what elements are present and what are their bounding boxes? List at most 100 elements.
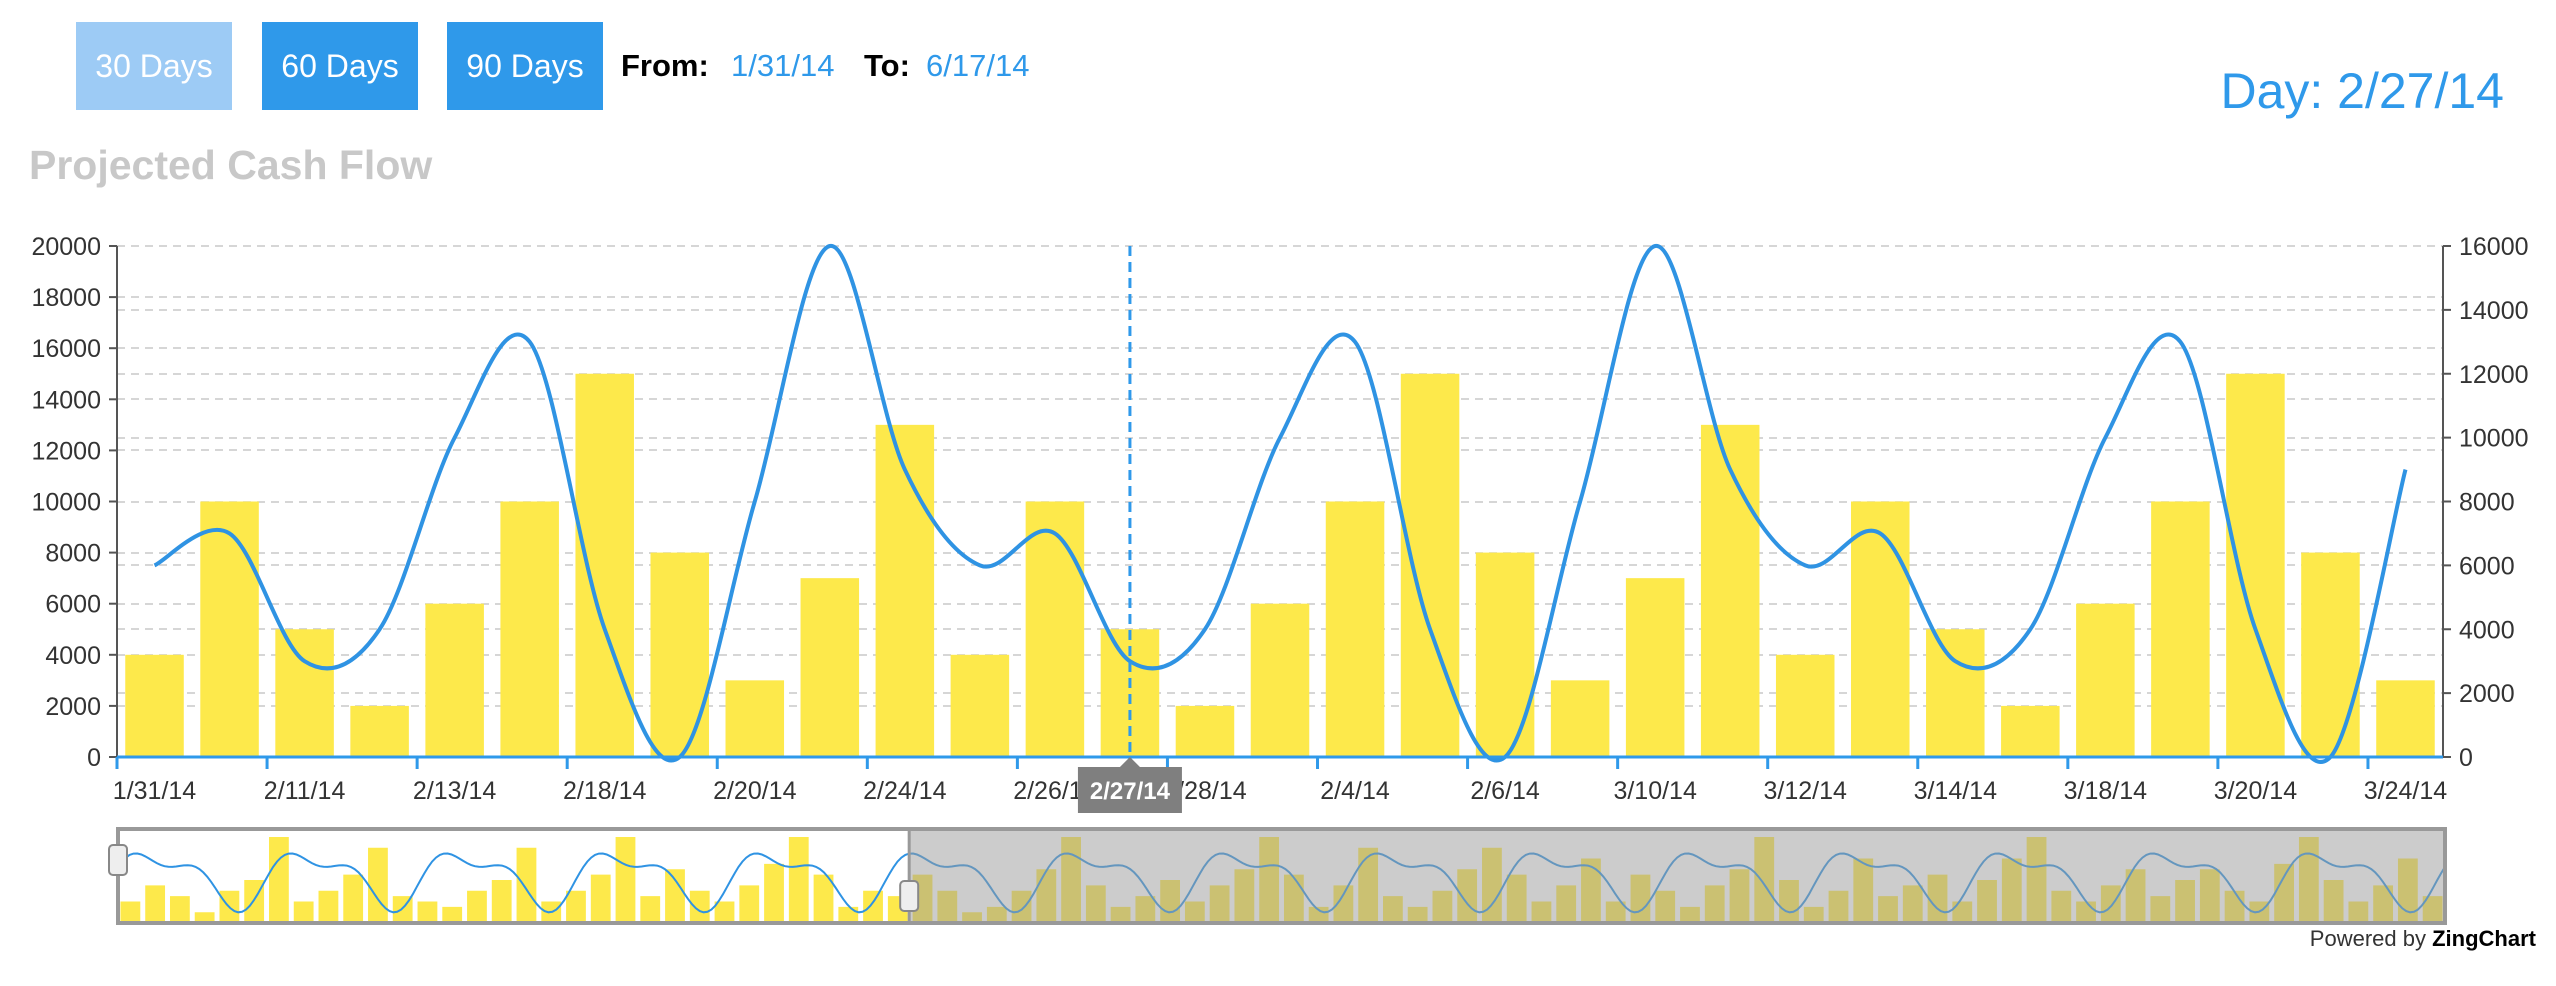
bar xyxy=(500,501,559,757)
preview-bar xyxy=(368,847,388,923)
y-right-tick-label: 16000 xyxy=(2459,233,2529,261)
x-tick-label: 2/18/14 xyxy=(563,777,647,805)
preview-bar xyxy=(590,874,611,923)
y-left-tick-label: 20000 xyxy=(31,233,101,261)
crosshair-label-box xyxy=(1077,767,1182,813)
series-line xyxy=(153,244,2408,764)
x-tick-label: 2/6/14 xyxy=(1470,777,1540,805)
bar xyxy=(1625,578,1685,757)
from-label: From: xyxy=(621,48,709,83)
bar xyxy=(1025,501,1085,757)
y-left-tick-label: 2000 xyxy=(45,693,101,721)
y-right-tick-label: 12000 xyxy=(2459,361,2529,389)
bar xyxy=(275,629,334,757)
bar xyxy=(2226,373,2285,757)
preview-handle-right[interactable] xyxy=(899,880,920,912)
day-readout: Day: 2/27/14 xyxy=(2220,63,2504,119)
30-days-button[interactable]: 30 Days xyxy=(76,22,232,110)
preview-bar xyxy=(417,901,438,923)
preview-bar xyxy=(442,906,463,923)
preview-mask xyxy=(909,829,2446,923)
x-tick-label: 3/24/14 xyxy=(2364,777,2448,805)
x-tick-label: 2/11/14 xyxy=(264,777,346,805)
x-tick-label: 3/20/14 xyxy=(2214,777,2298,805)
y-left-tick-label: 6000 xyxy=(45,591,101,619)
preview-bar xyxy=(169,896,190,923)
y-right-tick-label: 4000 xyxy=(2459,616,2515,644)
bar xyxy=(2001,705,2060,757)
preview-bar xyxy=(293,901,314,923)
bar xyxy=(2376,680,2435,757)
bar xyxy=(950,654,1010,757)
90-days-button[interactable]: 90 Days xyxy=(447,22,603,110)
x-tick-label: 2/20/14 xyxy=(713,777,797,805)
bar xyxy=(1175,705,1235,757)
zingchart-brand[interactable]: ZingChart xyxy=(2432,926,2536,951)
preview-bar xyxy=(689,890,710,923)
bar xyxy=(2076,603,2135,757)
bar xyxy=(1325,501,1385,757)
preview-bar xyxy=(145,885,166,923)
bar xyxy=(575,373,634,757)
bar xyxy=(1250,603,1310,757)
y-right-tick-label: 0 xyxy=(2459,744,2473,772)
preview-bar xyxy=(739,885,760,923)
preview-bar xyxy=(863,890,883,923)
y-right-tick-label: 14000 xyxy=(2459,297,2529,325)
bar xyxy=(875,424,935,757)
bar xyxy=(350,705,409,757)
preview-bar xyxy=(640,896,661,923)
x-tick-label: 2/13/14 xyxy=(413,777,497,805)
preview-bar xyxy=(318,890,339,923)
preview-bar xyxy=(343,874,364,923)
preview-handle-left[interactable] xyxy=(108,844,128,876)
60-days-button[interactable]: 60 Days xyxy=(262,22,418,110)
bar xyxy=(200,501,259,757)
y-left-tick-label: 8000 xyxy=(45,540,101,568)
from-date-value[interactable]: 1/31/14 xyxy=(731,48,835,83)
preview-bar xyxy=(788,837,809,923)
bar xyxy=(2151,501,2210,757)
bar xyxy=(800,578,860,757)
bar xyxy=(725,680,785,757)
powered-by: Powered by ZingChart xyxy=(2310,926,2536,952)
y-left-tick-label: 4000 xyxy=(45,642,101,670)
preview-bar xyxy=(269,837,289,923)
bar xyxy=(1926,629,1985,757)
bar xyxy=(650,552,710,757)
y-right-tick-label: 2000 xyxy=(2459,680,2515,708)
crosshair-label: 2/27/14 xyxy=(1090,778,1171,805)
bar xyxy=(1700,424,1760,757)
preview-bar xyxy=(491,880,512,923)
y-left-tick-label: 14000 xyxy=(31,386,101,414)
x-tick-label: 3/14/14 xyxy=(1914,777,1998,805)
to-label: To: xyxy=(864,48,910,83)
preview-bar xyxy=(615,837,636,923)
to-date-value[interactable]: 6/17/14 xyxy=(926,48,1030,83)
bar xyxy=(125,654,184,757)
y-right-tick-label: 10000 xyxy=(2459,425,2529,453)
preview-bar xyxy=(516,847,537,923)
powered-by-prefix: Powered by xyxy=(2309,926,2426,951)
chart-title: Projected Cash Flow xyxy=(29,142,433,188)
y-left-tick-label: 12000 xyxy=(31,437,101,465)
x-tick-label: 3/12/14 xyxy=(1764,777,1848,805)
bar xyxy=(425,603,484,757)
preview-bar xyxy=(764,863,784,923)
preview-bar xyxy=(467,890,487,923)
preview-bar xyxy=(838,906,859,923)
preview-bar xyxy=(665,869,685,923)
preview-bar xyxy=(194,912,215,923)
y-right-tick-label: 8000 xyxy=(2459,489,2515,517)
bar xyxy=(1400,373,1460,757)
bar xyxy=(1775,654,1835,757)
preview-bar xyxy=(120,901,141,923)
x-tick-label: 3/10/14 xyxy=(1613,777,1697,805)
bar xyxy=(1475,552,1535,757)
preview-bar xyxy=(813,874,834,923)
crosshair-label-pointer xyxy=(1119,757,1140,767)
y-left-tick-label: 16000 xyxy=(31,335,101,363)
x-tick-label: 1/31/14 xyxy=(113,777,197,805)
x-tick-label: 3/18/14 xyxy=(2064,777,2148,805)
